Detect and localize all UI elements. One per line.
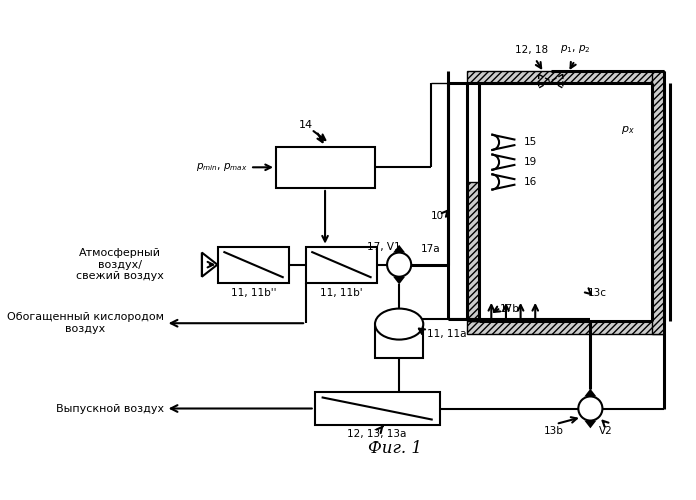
Bar [467,322,663,334]
Text: 16: 16 [524,177,537,187]
Text: V2: V2 [599,426,612,436]
Text: 11, 11a: 11, 11a [427,330,466,340]
Bar [276,146,375,188]
Polygon shape [393,276,405,284]
Text: Выпускной воздух: Выпускной воздух [56,404,164,413]
Text: Фиг. 1: Фиг. 1 [367,440,422,456]
Bar [651,71,663,334]
Polygon shape [585,388,596,396]
Text: 11, 11b'': 11, 11b'' [231,288,276,298]
Bar [219,246,289,282]
Text: $p_1$, $p_2$: $p_1$, $p_2$ [560,44,590,56]
Text: Обогащенный кислородом
воздух: Обогащенный кислородом воздух [7,312,164,334]
Polygon shape [585,420,596,428]
Circle shape [387,252,411,276]
Bar [315,392,440,425]
Bar [306,246,377,282]
Text: 15: 15 [524,138,537,147]
Circle shape [578,396,603,420]
Bar [467,71,663,83]
Text: 13c: 13c [588,288,607,298]
Text: 10: 10 [431,210,444,220]
Text: 12, 13, 13a: 12, 13, 13a [347,429,406,439]
Text: 13b: 13b [544,426,564,436]
Text: $p_x$: $p_x$ [621,124,634,136]
Bar [467,182,480,322]
Text: 11, 11b': 11, 11b' [320,288,363,298]
Text: 12, 18: 12, 18 [515,46,548,56]
Text: $p_{min}$, $p_{max}$: $p_{min}$, $p_{max}$ [196,162,248,173]
Text: Атмосферный
воздух/
свежий воздух: Атмосферный воздух/ свежий воздух [76,248,164,281]
Text: 19: 19 [524,157,537,167]
Text: 14: 14 [299,120,313,130]
Text: 17, V1: 17, V1 [367,242,400,252]
Text: 17b: 17b [500,304,520,314]
Ellipse shape [375,308,423,340]
Bar [375,324,423,358]
Polygon shape [393,245,405,252]
Text: 17a: 17a [420,244,441,254]
